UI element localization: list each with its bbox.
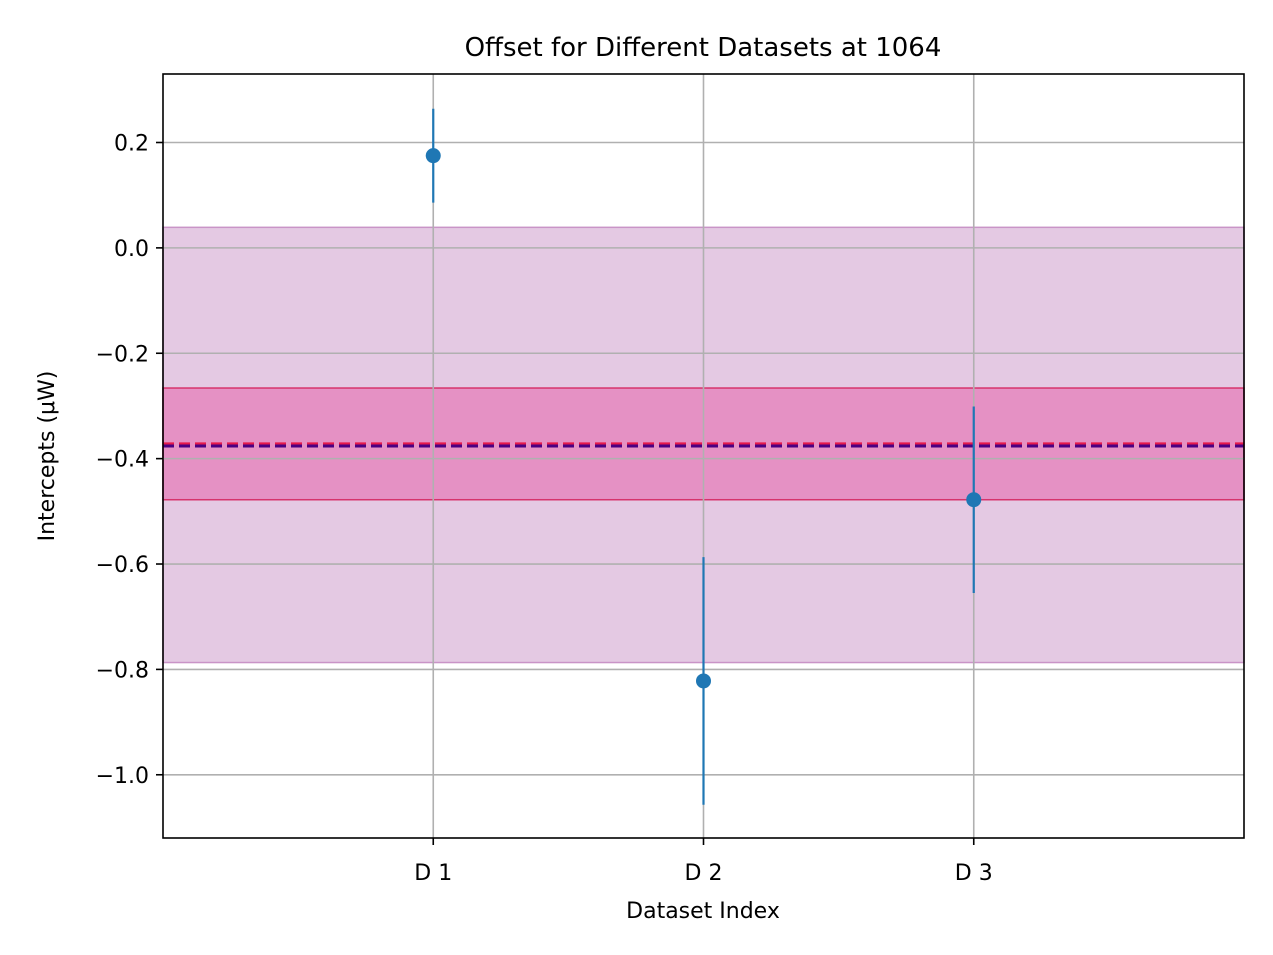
data-point: [696, 673, 711, 689]
data-point: [425, 148, 441, 164]
y-tick-label: −0.4: [96, 448, 149, 473]
x-tick-label: D 1: [414, 861, 452, 886]
x-axis-label: Dataset Index: [626, 899, 780, 924]
x-tick-label: D 3: [955, 861, 993, 886]
y-tick-label: 0.2: [114, 131, 149, 156]
chart-title: Offset for Different Datasets at 1064: [465, 33, 942, 63]
data-point: [966, 492, 982, 508]
y-tick-label: −0.6: [96, 553, 149, 578]
plot-area: 0.2 0.0 −0.2 −0.4 −0.6 −0.8 −1.0 D 1 D 2 D 3: [96, 73, 1245, 886]
y-axis-label: Intercepts (μW): [35, 371, 60, 542]
y-tick-label: 0.0: [114, 237, 149, 262]
y-tick-label: −1.0: [96, 764, 149, 789]
y-tick-label: −0.2: [96, 342, 149, 367]
x-tick-label: D 2: [685, 861, 723, 886]
y-tick-label: −0.8: [96, 658, 149, 683]
